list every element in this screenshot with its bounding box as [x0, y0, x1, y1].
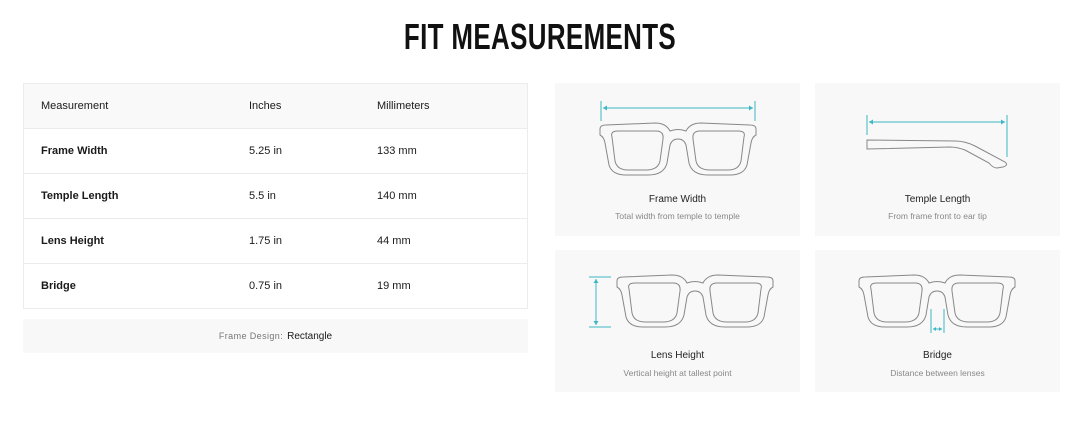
table-row: Temple Length 5.5 in 140 mm	[24, 173, 527, 218]
card-description: Vertical height at tallest point	[623, 368, 732, 378]
card-title: Bridge	[923, 350, 952, 361]
table-row: Bridge 0.75 in 19 mm	[24, 263, 527, 308]
card-description: Distance between lenses	[890, 368, 985, 378]
inches-value: 1.75 in	[249, 235, 283, 247]
table-header: Measurement Inches Millimeters	[24, 84, 527, 128]
card-description: From frame front to ear tip	[888, 211, 987, 221]
inches-value: 5.5 in	[249, 190, 276, 202]
frame-design-label: Frame Design:	[218, 331, 284, 341]
mm-value: 44 mm	[377, 235, 411, 247]
measurement-name: Frame Width	[41, 145, 108, 157]
measurements-table: Measurement Inches Millimeters Frame Wid…	[23, 83, 528, 309]
card-title: Temple Length	[904, 194, 971, 205]
card-title: Frame Width	[648, 194, 707, 205]
mm-value: 140 mm	[377, 190, 417, 202]
frame-design-value: Rectangle	[287, 330, 333, 342]
card-temple-length: Temple Length From frame front to ear ti…	[815, 83, 1060, 236]
bridge-diagram-icon	[858, 274, 1016, 333]
measurement-name: Bridge	[41, 280, 76, 292]
page-title: FIT MEASUREMENTS	[403, 16, 677, 57]
card-bridge: Bridge Distance between lenses	[815, 250, 1060, 392]
card-lens-height: Lens Height Vertical height at tallest p…	[555, 250, 800, 392]
mm-value: 19 mm	[377, 280, 411, 292]
card-description: Total width from temple to temple	[615, 211, 740, 221]
header-millimeters: Millimeters	[377, 100, 430, 112]
frame-design-info: Frame Design: Rectangle	[23, 319, 528, 353]
card-frame-width: Frame Width Total width from temple to t…	[555, 83, 800, 236]
inches-value: 0.75 in	[249, 280, 283, 292]
frame-width-diagram-icon	[599, 101, 757, 176]
measurement-name: Temple Length	[41, 190, 119, 202]
lens-height-diagram-icon	[589, 274, 774, 328]
table-row: Lens Height 1.75 in 44 mm	[24, 218, 527, 263]
temple-length-diagram-icon	[866, 115, 1008, 169]
header-inches: Inches	[249, 100, 282, 112]
table-row: Frame Width 5.25 in 133 mm	[24, 128, 527, 173]
header-measurement: Measurement	[41, 100, 109, 112]
mm-value: 133 mm	[377, 145, 417, 157]
inches-value: 5.25 in	[249, 145, 283, 157]
measurement-name: Lens Height	[41, 235, 104, 247]
card-title: Lens Height	[650, 350, 705, 361]
